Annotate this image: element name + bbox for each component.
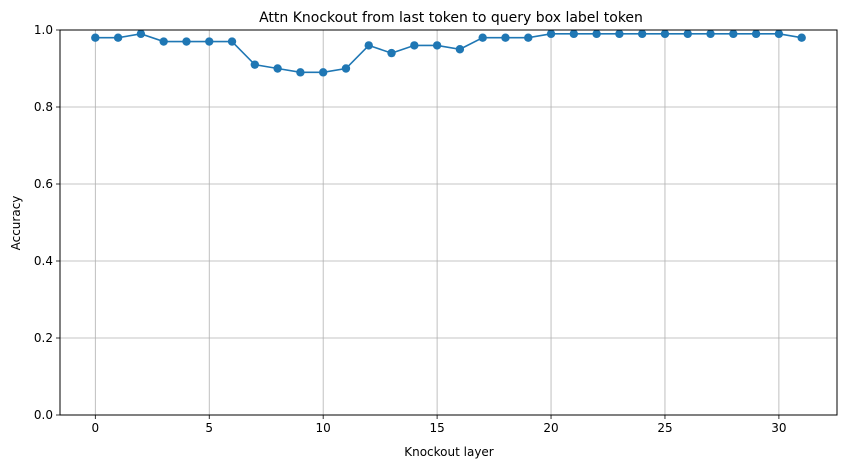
data-point xyxy=(569,29,579,39)
plot-frame xyxy=(59,29,838,416)
x-tick-label: 10 xyxy=(316,421,331,435)
data-point xyxy=(136,29,146,39)
x-tick-label: 25 xyxy=(657,421,672,435)
data-point xyxy=(341,64,351,73)
data-point xyxy=(797,33,806,42)
y-tick-label: 0.0 xyxy=(34,408,53,422)
data-point xyxy=(296,68,305,77)
data-point xyxy=(751,29,761,39)
y-tick-label: 0.2 xyxy=(34,331,53,345)
data-point xyxy=(250,60,260,69)
series-line xyxy=(95,33,802,74)
data-point xyxy=(774,29,784,39)
data-point xyxy=(387,48,396,58)
data-point xyxy=(455,45,465,54)
series-layer xyxy=(91,29,806,77)
data-point xyxy=(432,41,442,50)
y-axis-label: Accuracy xyxy=(9,196,23,251)
data-point xyxy=(159,37,168,46)
data-point xyxy=(364,41,373,50)
data-point xyxy=(318,68,328,77)
data-point xyxy=(273,64,282,73)
grid xyxy=(60,29,837,416)
y-tick-label: 0.6 xyxy=(34,177,53,191)
y-tick-label: 1.0 xyxy=(34,23,53,37)
data-point xyxy=(637,29,647,39)
data-point xyxy=(227,37,237,46)
axis-ticks: 0 5 10 15 20 25 30 0.0 0.2 0.4 0.6 0.8 1.0 xyxy=(34,23,787,435)
data-point xyxy=(501,33,510,42)
data-point xyxy=(205,37,214,46)
data-point xyxy=(546,29,556,39)
chart-title: Attn Knockout from last token to query b… xyxy=(259,10,643,26)
data-point xyxy=(615,29,624,39)
data-point xyxy=(729,29,738,39)
x-tick-label: 20 xyxy=(543,421,558,435)
x-tick-label: 15 xyxy=(429,421,444,435)
y-tick-label: 0.4 xyxy=(34,254,53,268)
x-tick-label: 30 xyxy=(771,421,786,435)
data-point xyxy=(410,41,419,50)
data-point xyxy=(683,29,692,39)
x-axis-label: Knockout layer xyxy=(404,445,494,459)
data-point xyxy=(592,29,601,39)
x-tick-label: 0 xyxy=(91,421,99,435)
data-point xyxy=(113,33,123,42)
data-point xyxy=(706,29,715,39)
x-tick-label: 5 xyxy=(205,421,213,435)
data-point xyxy=(478,33,487,42)
data-point xyxy=(91,33,100,42)
y-tick-label: 0.8 xyxy=(34,100,53,114)
data-point xyxy=(660,29,670,39)
data-point xyxy=(182,37,191,46)
data-point xyxy=(524,33,533,42)
